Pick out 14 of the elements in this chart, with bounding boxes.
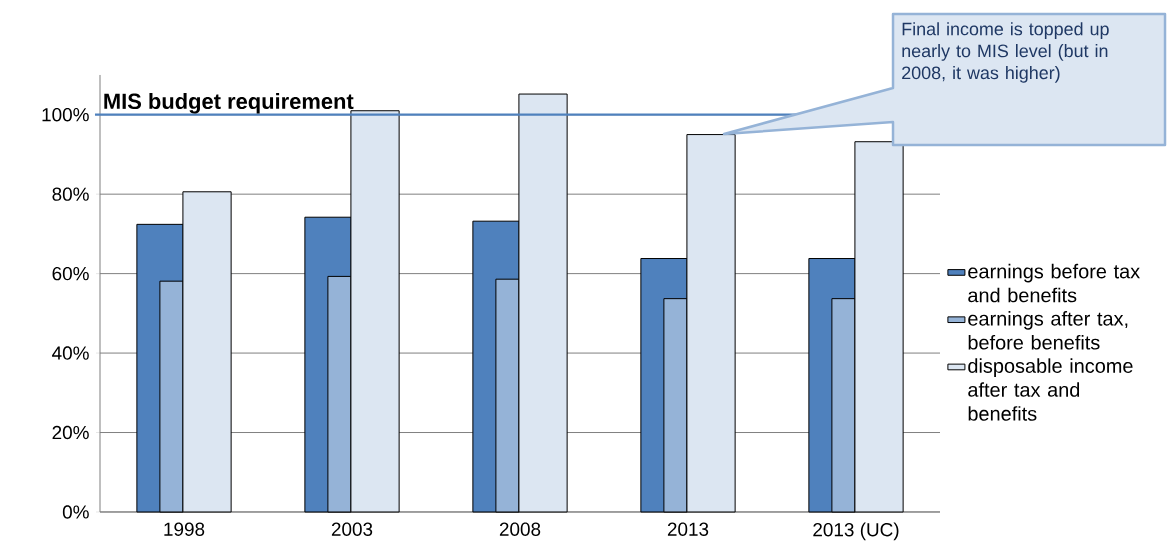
y-tick-label: 100% — [42, 108, 89, 122]
ref-line-label: MIS budget requirement — [104, 92, 354, 114]
x-tick-label: 2008 — [499, 522, 541, 536]
y-tick-label: 60% — [52, 266, 89, 281]
x-tick-label: 2003 — [331, 522, 373, 536]
y-tick-label: 0% — [62, 505, 89, 519]
x-tick-label: 1998 — [164, 522, 205, 536]
y-tick-label: 80% — [52, 187, 89, 201]
x-tick-label: 2013 (UC) — [813, 522, 899, 541]
y-tick-label: 20% — [52, 425, 89, 440]
x-tick-label: 2013 — [667, 522, 709, 536]
annotation: Final income is topped up nearly to MIS level (but in 2008, it was higher) — [902, 22, 1109, 83]
y-tick-label: 40% — [52, 346, 89, 360]
legend-label: disposable income after tax and benefits — [968, 358, 1133, 421]
